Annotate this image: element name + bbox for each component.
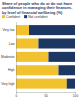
y-tick: Moderate — [1, 55, 16, 59]
x-tick-label: 50 — [44, 94, 48, 98]
y-tick: Very high — [1, 82, 16, 86]
legend-label: Not confident — [28, 15, 48, 19]
bar — [16, 65, 58, 75]
y-tick-label: Low — [9, 42, 16, 46]
chart: Share of people who do or do not havecon… — [0, 0, 79, 100]
y-tick-label: Moderate — [1, 55, 15, 59]
x-axis: 0 50 100 — [16, 92, 79, 98]
y-tick: Very low — [2, 28, 16, 32]
y-tick: Low — [9, 42, 16, 46]
legend-item: Not confident — [24, 15, 48, 19]
x-tick-label: 100 — [73, 94, 79, 98]
y-axis: Very low Low Moderate High Very high — [1, 22, 16, 92]
y-tick-label: Very low — [2, 28, 15, 32]
bar — [29, 25, 75, 35]
y-tick-label: High — [8, 68, 15, 72]
bar — [16, 79, 67, 89]
bar — [38, 38, 75, 48]
x-tick: 100 — [73, 92, 79, 98]
y-axis-line — [16, 22, 17, 92]
legend-swatch — [2, 15, 5, 18]
plot: Very low Low Moderate High Very high 0 50 100 — [1, 22, 78, 97]
bar — [16, 52, 48, 62]
bar — [58, 65, 75, 75]
bar — [48, 52, 75, 62]
y-tick: High — [8, 68, 16, 72]
bar — [67, 79, 75, 89]
bar — [16, 38, 38, 48]
x-tick: 0 — [16, 92, 18, 98]
bars — [16, 25, 75, 89]
x-tick-label: 0 — [16, 94, 18, 98]
legend-label: Confident — [6, 15, 20, 19]
title: Share of people who do or do not havecon… — [2, 2, 72, 15]
legend-item: Confident — [2, 15, 20, 19]
bar — [16, 25, 29, 35]
y-tick-label: Very high — [1, 82, 15, 86]
x-tick: 50 — [44, 92, 48, 98]
legend-swatch — [24, 15, 27, 18]
